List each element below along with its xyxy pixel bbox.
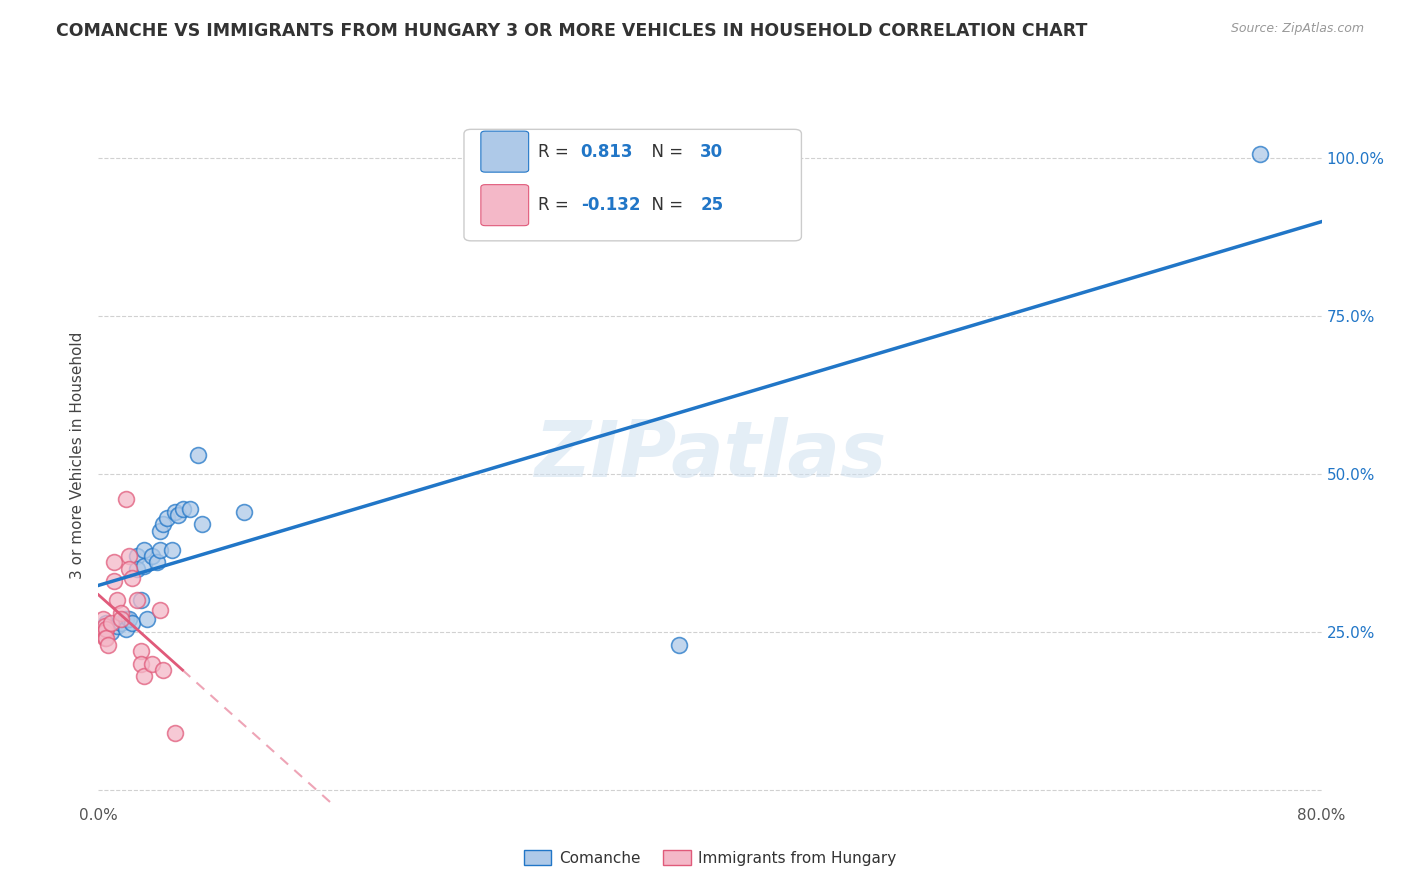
Legend: Comanche, Immigrants from Hungary: Comanche, Immigrants from Hungary bbox=[517, 844, 903, 871]
Point bbox=[152, 517, 174, 532]
Text: 25: 25 bbox=[700, 196, 723, 214]
Point bbox=[145, 556, 167, 570]
Point bbox=[156, 511, 179, 525]
Text: COMANCHE VS IMMIGRANTS FROM HUNGARY 3 OR MORE VEHICLES IN HOUSEHOLD CORRELATION : COMANCHE VS IMMIGRANTS FROM HUNGARY 3 OR… bbox=[56, 22, 1088, 40]
Point bbox=[125, 549, 148, 563]
Point bbox=[93, 632, 115, 646]
Point bbox=[129, 593, 152, 607]
Point bbox=[141, 549, 163, 563]
Point bbox=[91, 612, 114, 626]
Point bbox=[668, 638, 690, 652]
Point bbox=[149, 603, 172, 617]
Point bbox=[118, 562, 141, 576]
Point bbox=[110, 612, 132, 626]
Point bbox=[110, 615, 132, 630]
Point bbox=[152, 663, 174, 677]
Point bbox=[129, 644, 152, 658]
Text: R =: R = bbox=[538, 196, 575, 214]
Text: Source: ZipAtlas.com: Source: ZipAtlas.com bbox=[1230, 22, 1364, 36]
Point bbox=[115, 492, 138, 507]
Point bbox=[134, 558, 156, 573]
Point bbox=[167, 508, 190, 522]
Point bbox=[134, 542, 156, 557]
Point bbox=[105, 593, 128, 607]
Point bbox=[191, 517, 214, 532]
Point bbox=[129, 657, 152, 671]
Point bbox=[179, 501, 201, 516]
Point bbox=[232, 505, 254, 519]
Point bbox=[115, 612, 138, 626]
Point bbox=[172, 501, 194, 516]
Point bbox=[100, 615, 122, 630]
Point bbox=[94, 622, 117, 636]
Point bbox=[93, 625, 115, 640]
Point bbox=[118, 549, 141, 563]
Text: ZIPatlas: ZIPatlas bbox=[534, 417, 886, 493]
Point bbox=[105, 618, 128, 632]
Point bbox=[94, 615, 117, 630]
Point bbox=[1249, 147, 1271, 161]
Text: 0.813: 0.813 bbox=[581, 143, 633, 161]
Point bbox=[187, 448, 209, 462]
Point bbox=[149, 524, 172, 538]
Point bbox=[136, 612, 159, 626]
Point bbox=[115, 622, 138, 636]
Point bbox=[121, 571, 143, 585]
Point bbox=[160, 542, 183, 557]
Point bbox=[125, 562, 148, 576]
Point bbox=[103, 556, 125, 570]
Point bbox=[134, 669, 156, 683]
Point bbox=[125, 593, 148, 607]
Text: 30: 30 bbox=[700, 143, 723, 161]
Point bbox=[118, 612, 141, 626]
Point bbox=[163, 505, 186, 519]
Point bbox=[141, 657, 163, 671]
Point bbox=[121, 615, 143, 630]
Point bbox=[149, 542, 172, 557]
Y-axis label: 3 or more Vehicles in Household: 3 or more Vehicles in Household bbox=[70, 331, 86, 579]
Point bbox=[110, 606, 132, 620]
Point bbox=[100, 625, 122, 640]
Point bbox=[93, 618, 115, 632]
Point bbox=[163, 726, 186, 740]
Text: -0.132: -0.132 bbox=[581, 196, 640, 214]
Text: R =: R = bbox=[538, 143, 575, 161]
Point bbox=[97, 638, 120, 652]
Text: N =: N = bbox=[641, 196, 689, 214]
Point bbox=[103, 574, 125, 589]
Text: N =: N = bbox=[641, 143, 689, 161]
Point bbox=[94, 632, 117, 646]
